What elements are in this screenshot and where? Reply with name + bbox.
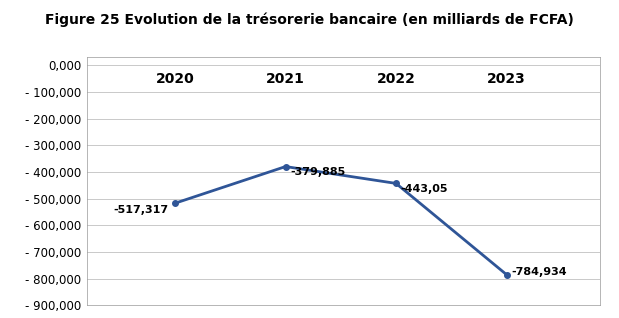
Text: 2022: 2022	[376, 72, 415, 86]
Text: 2021: 2021	[266, 72, 305, 86]
Text: Figure 25 Evolution de la trésorerie bancaire (en milliards de FCFA): Figure 25 Evolution de la trésorerie ban…	[45, 13, 574, 27]
Text: 2020: 2020	[155, 72, 194, 86]
Text: -784,934: -784,934	[511, 267, 566, 277]
Text: -379,885: -379,885	[290, 167, 345, 177]
Text: 2023: 2023	[487, 72, 526, 86]
Text: -443,05: -443,05	[400, 184, 448, 194]
Text: -517,317: -517,317	[113, 205, 168, 215]
